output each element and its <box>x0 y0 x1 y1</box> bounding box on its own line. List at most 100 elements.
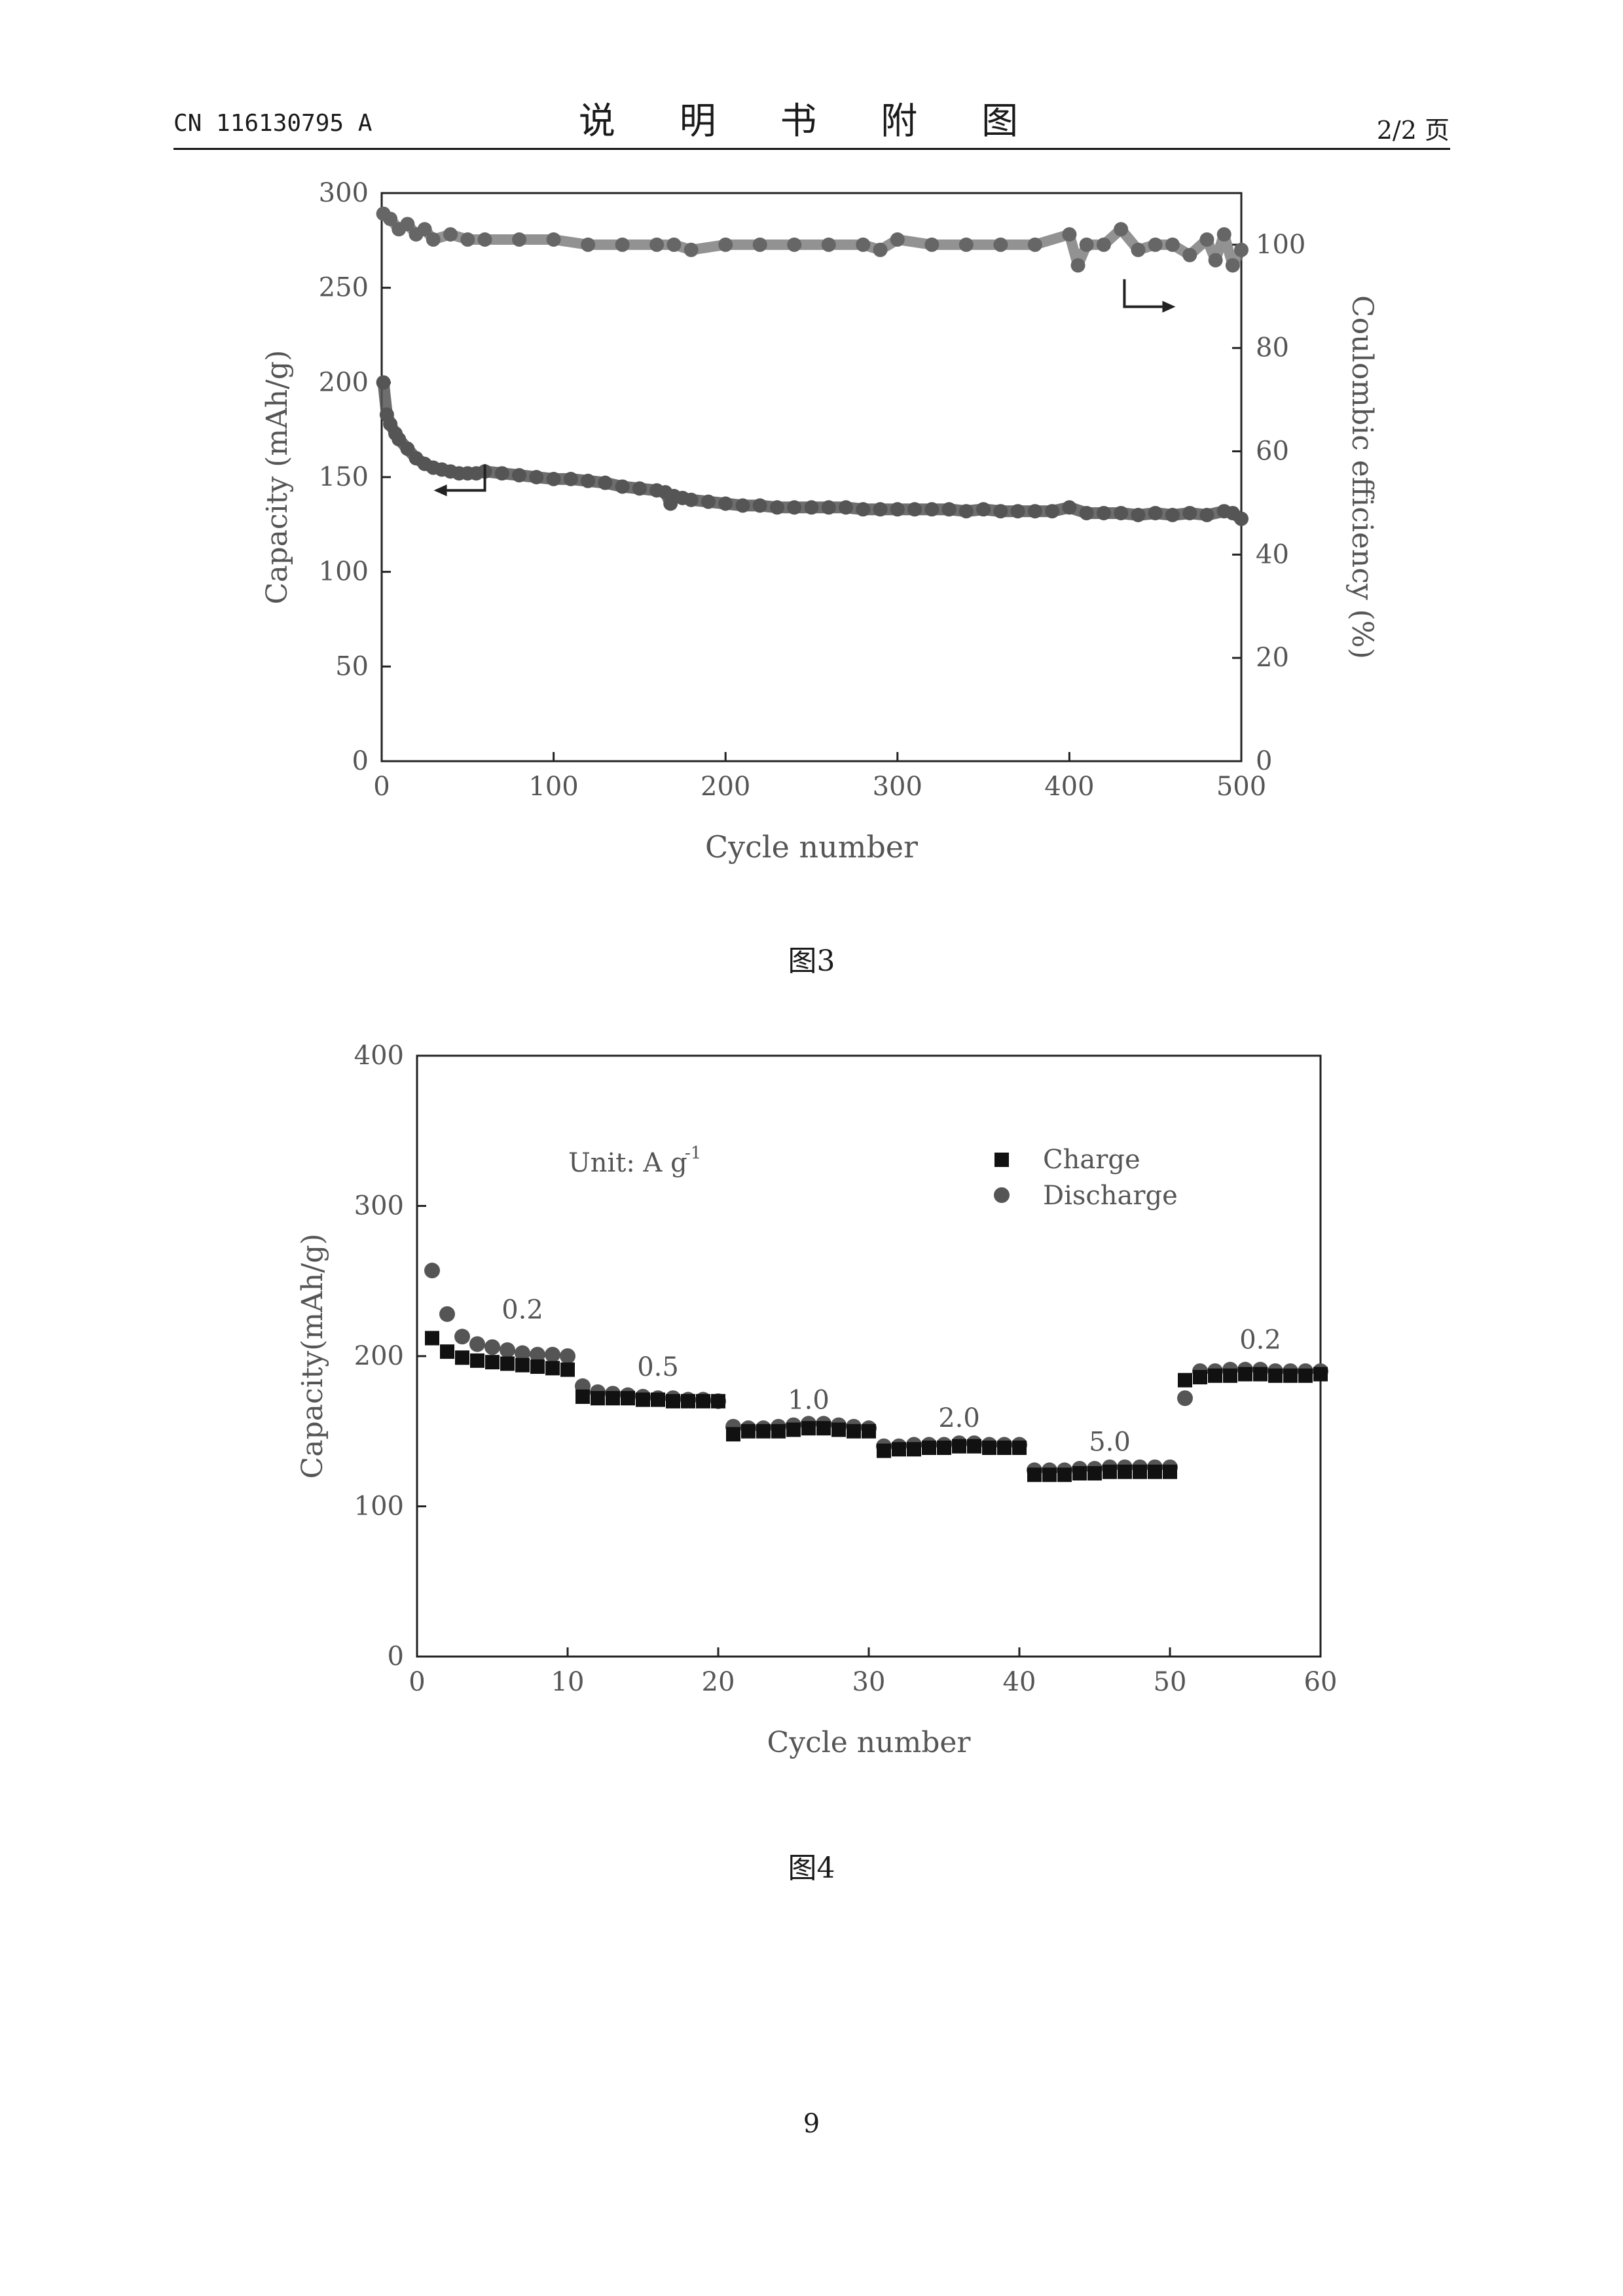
discharge-point <box>515 1345 530 1361</box>
efficiency-point <box>426 232 441 247</box>
capacity-point <box>701 494 716 509</box>
y-tick-label: 100 <box>354 1492 404 1522</box>
efficiency-point <box>787 237 802 252</box>
capacity-point <box>718 496 733 511</box>
charge-point <box>892 1442 906 1457</box>
charge-point <box>801 1421 816 1436</box>
charge-point <box>636 1392 650 1407</box>
discharge-point <box>454 1329 470 1345</box>
y2-tick-label: 0 <box>1256 746 1272 776</box>
charge-point <box>1118 1464 1132 1479</box>
x-tick-label: 200 <box>701 772 750 802</box>
discharge-point <box>439 1306 455 1322</box>
rate-label: 1.0 <box>788 1385 830 1415</box>
charge-point <box>1087 1466 1102 1481</box>
charge-point <box>1012 1440 1027 1455</box>
charge-point <box>831 1422 846 1437</box>
charge-point <box>952 1439 966 1454</box>
efficiency-point <box>924 237 939 252</box>
unit-annotation-superscript: -1 <box>685 1143 701 1163</box>
x-axis-label: Cycle number <box>767 1726 972 1759</box>
y-tick-label: 200 <box>319 367 369 397</box>
discharge-point <box>469 1336 485 1352</box>
y2-tick-label: 80 <box>1256 333 1289 363</box>
efficiency-point <box>1148 237 1163 252</box>
charge-point <box>997 1440 1012 1455</box>
discharge-point <box>530 1346 545 1363</box>
efficiency-point <box>1027 237 1042 252</box>
efficiency-point <box>958 237 974 252</box>
capacity-point <box>890 502 905 517</box>
charge-point <box>560 1362 575 1377</box>
figure-3-chart: 0 100 200 300 400 500050100150200250300020406… <box>261 178 1379 865</box>
charge-point <box>907 1442 921 1457</box>
efficiency-point <box>1131 242 1146 257</box>
rate-label: 5.0 <box>1089 1427 1131 1458</box>
capacity-point <box>1010 504 1025 519</box>
x-tick-label: 100 <box>528 772 578 802</box>
rate-label: 0.2 <box>1239 1325 1281 1355</box>
discharge-point <box>560 1348 575 1364</box>
charge-point <box>681 1393 695 1408</box>
capacity-point <box>546 471 561 486</box>
capacity-point <box>1114 505 1129 520</box>
discharge-point <box>424 1263 440 1279</box>
charge-point <box>756 1424 771 1439</box>
charge-point <box>1163 1464 1177 1479</box>
charge-point <box>1253 1367 1267 1382</box>
capacity-point <box>1165 507 1180 522</box>
efficiency-point <box>718 237 733 252</box>
capacity-point <box>1096 505 1111 520</box>
capacity-point <box>494 466 509 481</box>
charge-point <box>1148 1464 1162 1479</box>
x-tick-label: 10 <box>551 1667 585 1697</box>
capacity-point <box>598 475 613 490</box>
charge-point <box>741 1424 756 1439</box>
charge-point <box>500 1356 515 1371</box>
capacity-point <box>529 470 544 484</box>
capacity-point <box>512 468 527 483</box>
rate-label: 2.0 <box>938 1403 980 1433</box>
charge-point <box>862 1424 876 1439</box>
efficiency-point <box>1234 242 1249 257</box>
capacity-point <box>615 479 630 494</box>
x-tick-label: 500 <box>1216 772 1266 802</box>
capacity-point <box>958 504 974 519</box>
legend-charge-label: Charge <box>1043 1145 1140 1175</box>
capacity-point <box>752 498 767 513</box>
charge-point <box>1313 1367 1328 1382</box>
efficiency-point <box>477 232 492 247</box>
efficiency-point <box>460 232 475 247</box>
charge-point <box>786 1422 801 1437</box>
efficiency-point <box>546 232 561 247</box>
x-tick-label: 20 <box>702 1667 735 1697</box>
y2-tick-label: 40 <box>1256 539 1289 569</box>
capacity-point <box>392 432 407 447</box>
efficiency-point <box>1096 237 1111 252</box>
efficiency-point <box>890 232 905 247</box>
charge-point <box>967 1439 981 1454</box>
document-number: CN 116130795 A <box>173 110 373 137</box>
charge-point <box>816 1421 831 1436</box>
charge-point <box>666 1393 680 1408</box>
unit-annotation: Unit: A g <box>568 1148 687 1178</box>
capacity-point <box>976 502 991 517</box>
charge-point <box>1238 1367 1252 1382</box>
legend-discharge-label: Discharge <box>1043 1181 1178 1211</box>
document-title: 说 明 书 附 图 <box>578 100 1045 143</box>
efficiency-point <box>752 237 767 252</box>
efficiency-point <box>1062 227 1077 242</box>
charge-point <box>621 1391 635 1406</box>
discharge-point <box>545 1346 560 1363</box>
x-tick-label: 0 <box>409 1667 425 1697</box>
capacity-point <box>684 492 699 507</box>
charge-point <box>455 1350 469 1365</box>
efficiency-point <box>512 232 527 247</box>
charge-point <box>847 1424 861 1439</box>
y-tick-label: 0 <box>352 746 369 776</box>
charge-point <box>470 1353 484 1368</box>
y2-tick-label: 60 <box>1256 437 1289 467</box>
left-axis-arrowhead <box>433 484 447 497</box>
charge-point <box>982 1440 996 1455</box>
figure-3-caption: 图3 <box>788 944 835 978</box>
